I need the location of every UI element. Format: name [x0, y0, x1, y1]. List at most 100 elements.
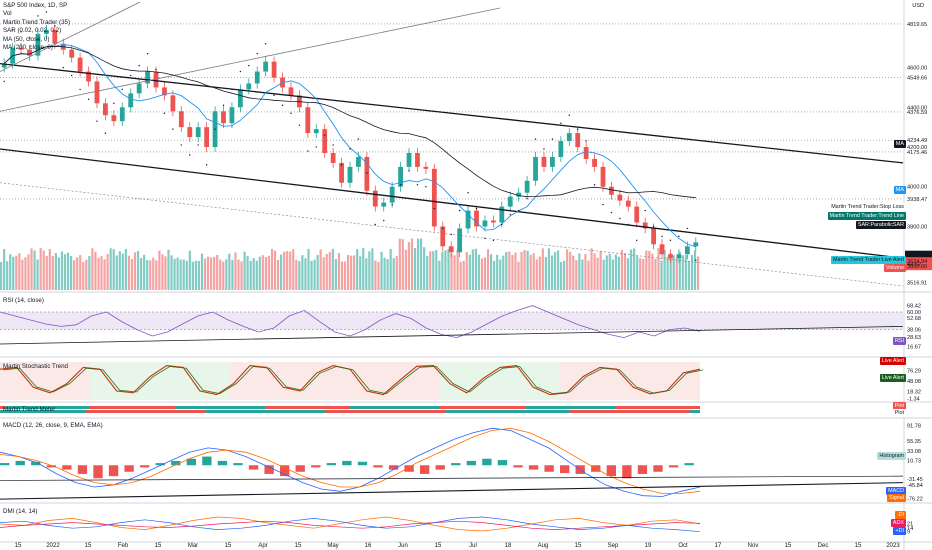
candle	[1, 63, 7, 68]
meter-cell	[385, 410, 390, 413]
trend-meter-pane[interactable]	[0, 406, 700, 413]
meter-cell	[155, 406, 160, 409]
volume-bar	[328, 251, 331, 290]
volume-bar	[563, 260, 566, 290]
date-tick: Apr	[258, 543, 267, 549]
volume-bar	[566, 249, 569, 290]
volume-bar	[188, 250, 191, 290]
volume-bar	[404, 249, 407, 290]
legend-ma200[interactable]: MA (200, close, 0)	[3, 44, 53, 52]
volume-bar	[553, 252, 557, 290]
sar-dot	[180, 144, 183, 146]
meter-cell	[345, 410, 350, 413]
meter-cell	[190, 406, 195, 409]
meter-cell	[165, 410, 170, 413]
volume-bar	[587, 260, 590, 290]
volume-bar	[386, 259, 389, 290]
histogram-badge: Histogram	[877, 452, 906, 460]
volume-bar	[462, 260, 465, 290]
macd-trend-2	[0, 482, 904, 500]
candle	[609, 186, 614, 195]
sar-dot	[391, 203, 393, 206]
meter-cell	[565, 406, 570, 409]
legend-ma50[interactable]: MA (50, close, 0)	[3, 35, 50, 43]
date-tick: 19	[645, 543, 652, 549]
sar-dot	[3, 80, 5, 83]
stoch-legend[interactable]: Martin Stochastic Trend	[3, 363, 68, 370]
candle	[415, 152, 420, 167]
meter-cell	[215, 410, 220, 413]
meter-cell	[520, 410, 525, 413]
histogram-bar	[684, 463, 694, 466]
meter-cell	[335, 410, 340, 413]
stochastic-pane[interactable]: 76.29 48.08 18.32-1.34	[0, 362, 921, 403]
channel-line-2	[0, 1, 141, 72]
legend-trend-trader[interactable]: Martin Trend Trader (35)	[3, 18, 71, 26]
volume-bar	[678, 251, 681, 290]
volume-bar	[161, 254, 164, 290]
meter-cell	[430, 406, 435, 409]
trend-meter-legend[interactable]: Martin Trend Meter	[3, 406, 56, 413]
candle	[507, 196, 513, 207]
sar-dot	[560, 122, 562, 124]
rsi-legend[interactable]: RSI (14, close)	[3, 297, 44, 304]
volume-bar	[426, 255, 429, 290]
meter-cell	[375, 410, 380, 413]
dmi-tick: 14	[907, 526, 913, 532]
price-tick: 4819.65	[907, 22, 927, 28]
volume-bar	[505, 251, 508, 290]
meter-cell	[365, 410, 370, 413]
volume-bar	[447, 248, 450, 290]
volume-badge: Volume	[884, 264, 906, 272]
price-pane[interactable]	[0, 291, 932, 543]
meter-cell	[345, 406, 350, 409]
stoch-zone	[440, 362, 560, 400]
meter-cell	[550, 410, 555, 413]
histogram-bar	[233, 463, 243, 466]
volume-bar	[398, 238, 401, 290]
macd-tick: -45.84	[907, 483, 923, 489]
histogram-bar	[435, 465, 445, 470]
volume-bar	[350, 255, 353, 290]
meter-cell	[170, 410, 175, 413]
meter-cell	[265, 410, 270, 413]
meter-cell	[0, 406, 5, 409]
date-axis[interactable]: 15 2022 15 Feb 15 Mar 15 Apr 15 May 16 Jun 15 Jul 18 Au…	[15, 543, 901, 549]
sar-dot	[602, 203, 604, 206]
volume-bar	[660, 260, 663, 290]
volume-bar	[578, 253, 581, 290]
candle	[18, 47, 24, 50]
dmi-legend[interactable]: DMI (14, 14)	[3, 508, 38, 515]
volume-bar	[310, 260, 313, 290]
meter-cell	[595, 406, 600, 409]
meter-cell	[250, 406, 255, 409]
dmi-tick: 9	[907, 530, 910, 536]
legend-vol[interactable]: Vol	[3, 10, 12, 18]
meter-cell	[230, 406, 235, 409]
legend-sar[interactable]: SAR (0.02, 0.02, 0.2)	[3, 27, 62, 35]
volume-bar	[596, 257, 599, 290]
legend-symbol[interactable]: S&P 500 Index, 1D, SP	[3, 2, 68, 9]
volume-bar	[109, 248, 112, 290]
macd-legend[interactable]: MACD (12, 26, close, 9, EMA, EMA)	[3, 422, 103, 429]
meter-cell	[540, 410, 545, 413]
histogram-bar	[653, 465, 663, 472]
candle	[448, 246, 454, 253]
meter-cell	[85, 406, 90, 409]
volume-bar	[465, 252, 468, 290]
meter-cell	[590, 410, 595, 413]
date-tick: 15	[435, 543, 442, 549]
volume-bar	[30, 248, 33, 290]
volume-bar	[681, 255, 684, 290]
meter-cell	[145, 406, 150, 409]
volume-bar	[544, 257, 547, 290]
date-tick: Jul	[469, 543, 477, 549]
volume-bar	[572, 255, 575, 290]
macd-pane[interactable]: 91.78 55.35 33.08 10.73 -31.45-45.84 -76.22	[0, 423, 923, 502]
meter-cell	[630, 406, 635, 409]
meter-cell	[500, 410, 505, 413]
